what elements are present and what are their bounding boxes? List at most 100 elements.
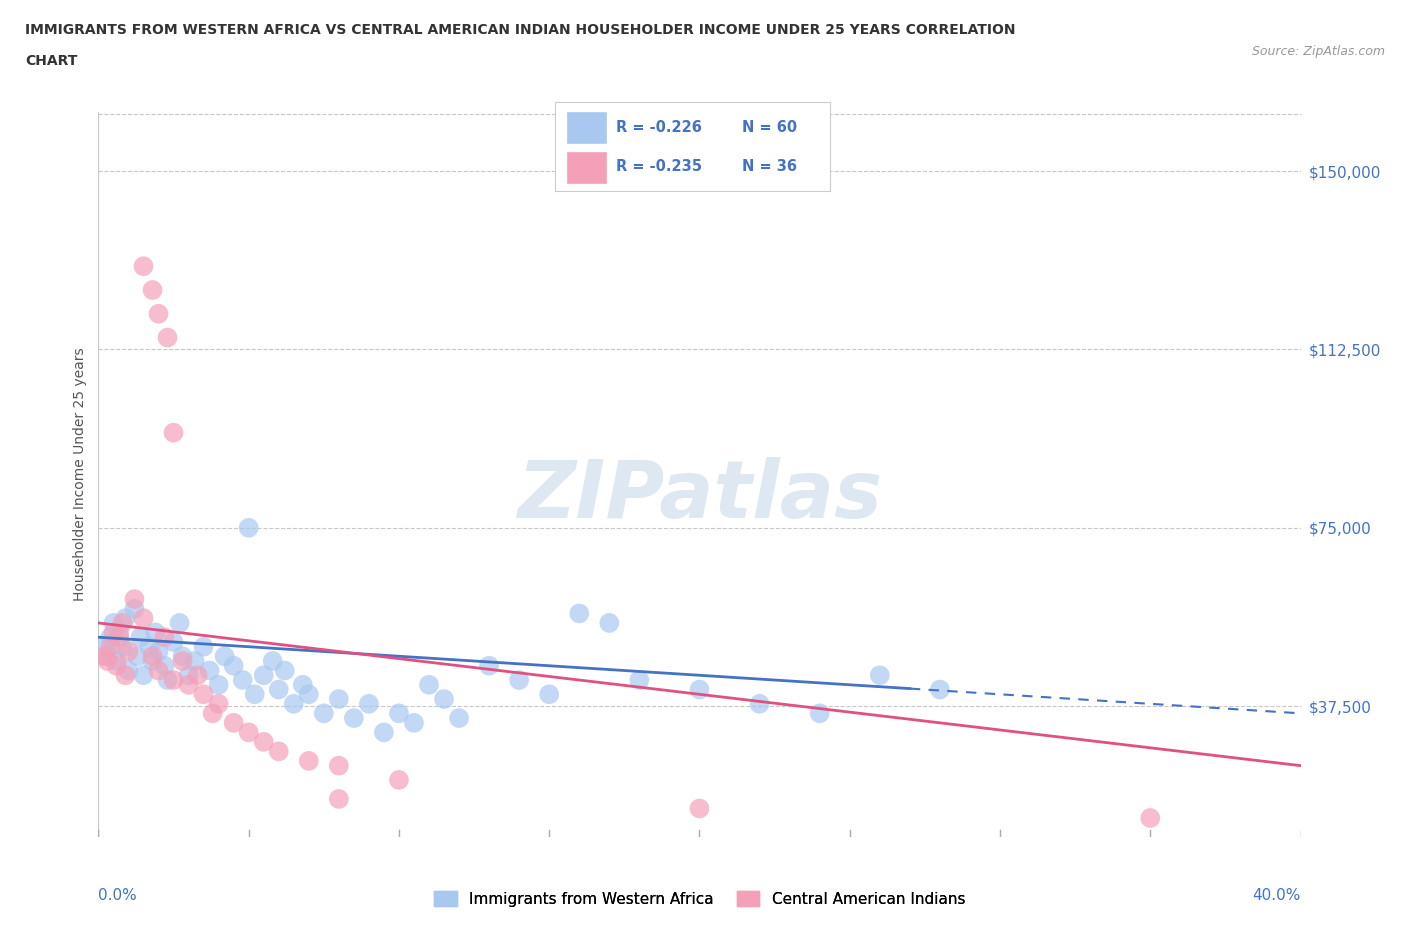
Point: [291, 677, 314, 692]
Point: [357, 697, 380, 711]
Point: [141, 283, 163, 298]
Point: [183, 654, 205, 669]
Point: [869, 668, 891, 683]
FancyBboxPatch shape: [567, 151, 607, 183]
Text: 40.0%: 40.0%: [1253, 888, 1301, 903]
Point: [418, 677, 440, 692]
Point: [177, 668, 200, 683]
Point: [127, 649, 149, 664]
Point: [243, 687, 266, 702]
Point: [283, 697, 305, 711]
Point: [148, 663, 170, 678]
Point: [129, 630, 152, 644]
Point: [253, 735, 276, 750]
Point: [132, 259, 155, 273]
Point: [145, 625, 167, 640]
Point: [274, 663, 297, 678]
Point: [198, 663, 221, 678]
Point: [124, 601, 146, 616]
Point: [96, 649, 118, 664]
Point: [111, 639, 134, 654]
Point: [238, 521, 260, 536]
Point: [148, 306, 170, 321]
Point: [96, 654, 118, 669]
Point: [208, 677, 231, 692]
Point: [688, 801, 710, 816]
Point: [373, 724, 395, 739]
Point: [193, 687, 215, 702]
Point: [172, 654, 194, 669]
Point: [298, 687, 321, 702]
Point: [111, 616, 134, 631]
Point: [688, 682, 710, 697]
Point: [156, 330, 179, 345]
Point: [93, 649, 115, 664]
Point: [201, 706, 224, 721]
Point: [105, 658, 128, 673]
Point: [132, 611, 155, 626]
Point: [124, 591, 146, 606]
Point: [187, 668, 209, 683]
Point: [478, 658, 501, 673]
Point: [253, 668, 276, 683]
Point: [100, 630, 122, 644]
Point: [748, 697, 770, 711]
Point: [222, 658, 245, 673]
Point: [267, 744, 290, 759]
Point: [117, 644, 139, 659]
Point: [262, 654, 284, 669]
Point: [141, 654, 163, 669]
Point: [117, 663, 139, 678]
Point: [103, 625, 125, 640]
Point: [114, 611, 136, 626]
Point: [508, 672, 530, 687]
Text: R = -0.235: R = -0.235: [616, 159, 702, 174]
Text: IMMIGRANTS FROM WESTERN AFRICA VS CENTRAL AMERICAN INDIAN HOUSEHOLDER INCOME UND: IMMIGRANTS FROM WESTERN AFRICA VS CENTRA…: [25, 23, 1015, 37]
Point: [132, 668, 155, 683]
Point: [162, 425, 184, 440]
Point: [388, 706, 411, 721]
Point: [808, 706, 831, 721]
Point: [312, 706, 335, 721]
Point: [238, 724, 260, 739]
Point: [108, 630, 131, 644]
Text: CHART: CHART: [25, 54, 77, 68]
Point: [598, 616, 620, 631]
Point: [388, 773, 411, 788]
Point: [267, 682, 290, 697]
Point: [328, 791, 350, 806]
Legend: Immigrants from Western Africa, Central American Indians: Immigrants from Western Africa, Central …: [427, 884, 972, 912]
Text: Source: ZipAtlas.com: Source: ZipAtlas.com: [1251, 45, 1385, 58]
Text: N = 36: N = 36: [742, 159, 797, 174]
Point: [162, 634, 184, 649]
Point: [208, 697, 231, 711]
Point: [108, 625, 131, 640]
Point: [100, 639, 122, 654]
Point: [172, 649, 194, 664]
Point: [433, 692, 456, 707]
Point: [105, 654, 128, 669]
FancyBboxPatch shape: [567, 112, 607, 144]
Point: [447, 711, 470, 725]
Point: [153, 630, 176, 644]
Point: [298, 753, 321, 768]
Point: [568, 606, 591, 621]
Point: [153, 658, 176, 673]
Y-axis label: Householder Income Under 25 years: Householder Income Under 25 years: [73, 348, 87, 601]
Point: [328, 692, 350, 707]
Point: [402, 715, 425, 730]
Point: [538, 687, 561, 702]
Point: [103, 616, 125, 631]
Text: N = 60: N = 60: [742, 120, 797, 136]
Point: [156, 672, 179, 687]
Point: [343, 711, 366, 725]
Point: [193, 639, 215, 654]
Text: ZIPatlas: ZIPatlas: [517, 457, 882, 535]
Point: [169, 616, 191, 631]
Point: [222, 715, 245, 730]
Point: [93, 639, 115, 654]
Point: [628, 672, 651, 687]
Point: [114, 668, 136, 683]
Point: [148, 644, 170, 659]
Point: [177, 677, 200, 692]
